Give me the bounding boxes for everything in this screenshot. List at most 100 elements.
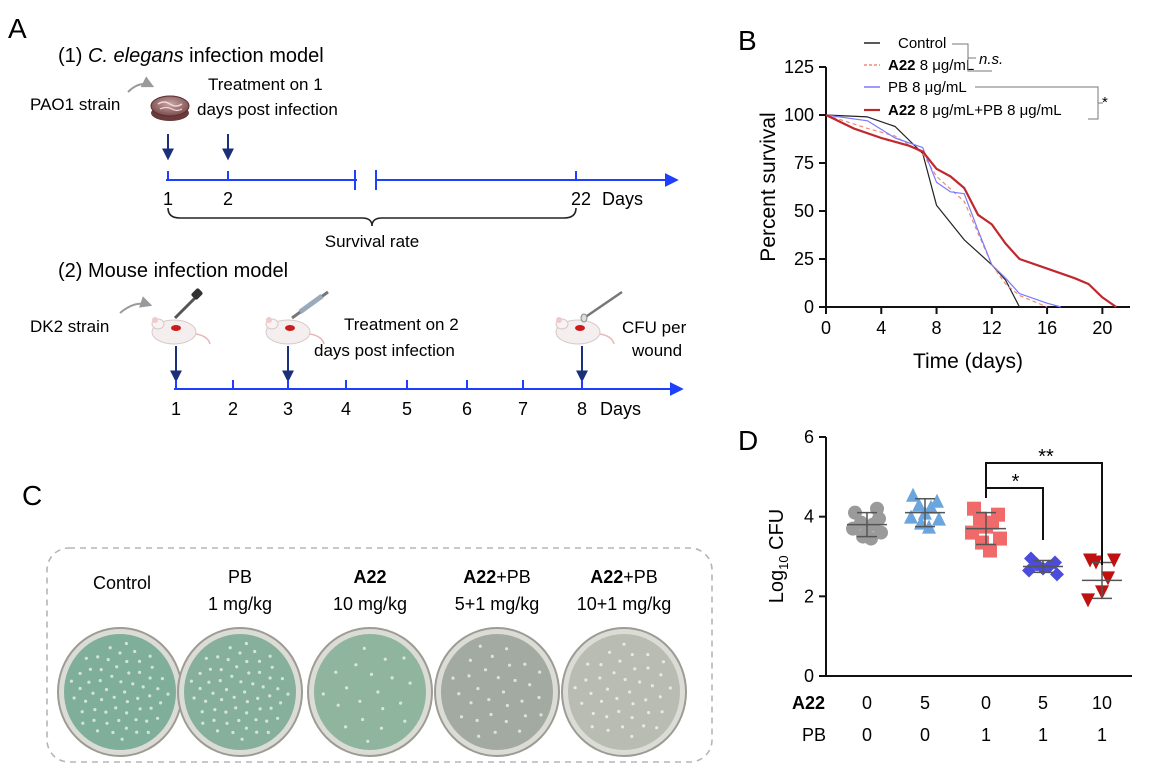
colony-dot [207, 680, 211, 684]
panel-c: C Control PB 1 mg/kg A22 10 mg/kg A22+PB 5+1 m… [22, 480, 713, 763]
timeline-2: 1 2 3 4 5 6 7 8 [171, 380, 684, 419]
colony-dot [344, 725, 348, 729]
colony-dot [118, 651, 122, 655]
panel-letter-c: C [22, 480, 42, 511]
colony-dot [399, 701, 403, 705]
colony-dot [334, 670, 338, 674]
a22-dose-label: 5 [1038, 693, 1048, 713]
model1-treatment-line1: Treatment on 1 [208, 75, 323, 94]
timeline2-tick-label: 4 [341, 399, 351, 419]
colony-dot [230, 674, 234, 678]
colony-dot [402, 656, 406, 660]
colony-dot [238, 651, 242, 655]
colony-dot [266, 730, 270, 735]
x-tick-label: 0 [821, 318, 831, 338]
timeline2-tick-label: 7 [518, 399, 528, 419]
colony-dot [321, 692, 325, 696]
agar-surface [568, 634, 680, 750]
colony-dot [224, 710, 228, 714]
colony-dot [257, 659, 262, 664]
model2-treatment-line2: days post infection [314, 341, 455, 360]
colony-dot [658, 695, 662, 699]
sig-label-single: * [1012, 471, 1020, 493]
colony-dot [612, 671, 616, 675]
colony-dot [505, 703, 509, 708]
colony-dot [93, 708, 97, 712]
colony-dot [269, 706, 273, 710]
ns-annotation: n.s. [979, 51, 1003, 68]
agar-surface [314, 634, 426, 750]
colony-dot [487, 698, 491, 702]
plate-label-line2: 1 mg/kg [208, 594, 272, 614]
colony-dot [245, 700, 249, 704]
plate-label-line1: A22 [353, 567, 386, 587]
colony-dot [80, 710, 84, 714]
colony-dot [105, 721, 109, 725]
data-point [1101, 571, 1115, 586]
colony-dot [124, 726, 128, 730]
y-tick-label: 50 [794, 201, 814, 221]
colony-dot [623, 677, 627, 682]
colony-dot [218, 679, 222, 683]
colony-dot [131, 682, 135, 686]
colony-dot [108, 646, 112, 650]
colony-dot [659, 673, 663, 677]
data-point [1081, 593, 1095, 608]
colony-dot [618, 659, 622, 663]
model1-strain-label: PAO1 strain [30, 95, 120, 114]
colony-dot [255, 730, 259, 734]
y-tick-label: 75 [794, 153, 814, 173]
colony-dot [513, 678, 517, 683]
colony-dot [336, 703, 340, 707]
colony-dot [537, 695, 541, 700]
colony-dot [160, 677, 164, 681]
legend-label: PB 8 μg/mL [888, 79, 967, 96]
y-tick-label: 2 [804, 586, 814, 606]
colony-dot [598, 676, 602, 680]
colony-dot [606, 728, 610, 732]
colony-dot [505, 647, 509, 651]
panel-letter-a: A [8, 13, 27, 44]
colony-dot [125, 659, 129, 664]
colony-dot [141, 685, 145, 689]
colony-dot [92, 718, 96, 723]
colony-dot [268, 654, 272, 658]
colony-dot [354, 663, 358, 667]
colony-dot [605, 715, 609, 719]
colony-dot [403, 719, 407, 723]
colony-dot [617, 709, 621, 714]
pb-dose-label: 1 [1097, 725, 1107, 745]
colony-dot [476, 687, 480, 691]
colony-dot [112, 695, 116, 699]
pb-dose-label: 1 [1038, 725, 1048, 745]
colony-dot [115, 665, 119, 669]
sig-annotation: * [1102, 94, 1108, 111]
survival-bracket [167, 207, 577, 227]
colony-dot [501, 690, 506, 694]
colony-dot [539, 713, 543, 717]
colony-dot [268, 694, 272, 698]
colony-dot [379, 726, 383, 730]
timeline1-tick-2: 2 [223, 189, 233, 209]
y-axis-label: Percent survival [757, 112, 780, 261]
colony-dot [254, 718, 258, 722]
colony-dot [622, 642, 626, 646]
colony-dot [477, 734, 481, 738]
colony-dot [106, 658, 110, 662]
colony-dot [120, 737, 124, 741]
y-tick-label: 0 [804, 666, 814, 686]
plate-label-line1: PB [228, 567, 252, 587]
model2-endpoint-line2: wound [631, 341, 682, 360]
colony-dot [156, 687, 160, 691]
timeline1-unit: Days [602, 189, 643, 209]
data-point [1050, 567, 1064, 582]
colony-dot [528, 683, 532, 687]
y-tick-label: 6 [804, 427, 814, 447]
colony-dot [383, 657, 387, 661]
plate-label-line1: A22+PB [463, 567, 531, 587]
colony-dot [345, 686, 349, 690]
colony-dot [125, 711, 129, 715]
colony-dot [235, 665, 239, 669]
colony-dot [146, 730, 150, 735]
